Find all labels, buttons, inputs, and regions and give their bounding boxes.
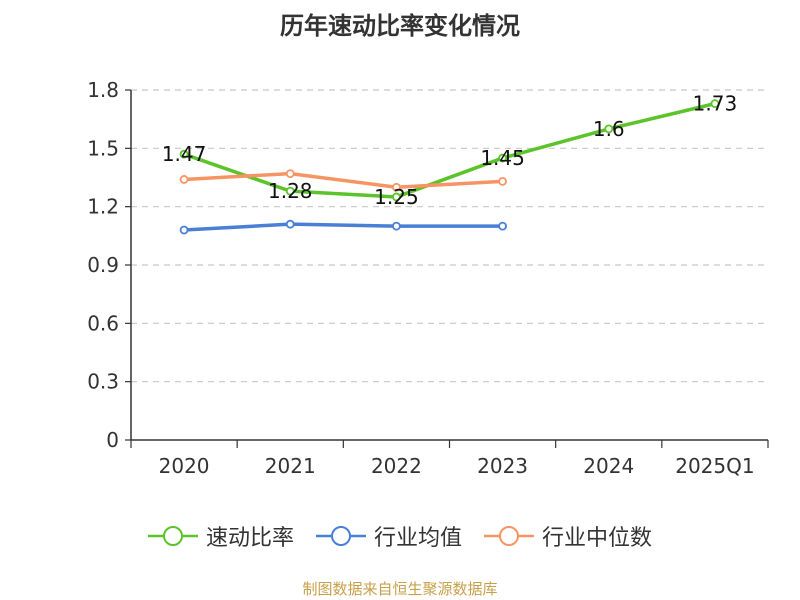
data-point xyxy=(179,225,189,235)
legend: 速动比率 行业均值 行业中位数 xyxy=(0,520,800,552)
data-label: 1.47 xyxy=(162,142,207,166)
data-labels: 1.47 1.28 1.25 1.45 1.6 1.73 xyxy=(162,92,737,209)
y-tick-label: 1.2 xyxy=(87,195,119,219)
data-label: 1.25 xyxy=(374,185,419,209)
data-point xyxy=(285,219,295,229)
legend-marker-icon xyxy=(484,526,534,546)
data-point xyxy=(285,186,295,196)
series-line xyxy=(183,222,503,232)
data-point xyxy=(392,221,401,231)
x-tick-label: 2022 xyxy=(371,454,422,478)
series-line xyxy=(183,171,503,189)
source-note: 制图数据来自恒生聚源数据库 xyxy=(302,580,498,598)
y-tick-label: 0 xyxy=(106,428,119,452)
data-point xyxy=(179,149,189,159)
chart-title: 历年速动比率变化情况 xyxy=(280,12,520,40)
x-tick-label: 2024 xyxy=(583,454,634,478)
x-tick-label: 2020 xyxy=(159,454,210,478)
data-label: 1.45 xyxy=(480,146,525,170)
data-point xyxy=(498,176,507,186)
grid-lines xyxy=(131,89,768,383)
legend-item[interactable]: 行业均值 xyxy=(315,520,462,552)
legend-label: 行业均值 xyxy=(373,526,462,551)
axes: 0 0.3 0.6 0.9 1.2 1.5 1.8 2020 2021 2022 2023 2024 2… xyxy=(87,78,769,478)
x-tick-label: 2025Q1 xyxy=(675,454,754,478)
legend-marker-icon xyxy=(147,526,198,546)
series-line xyxy=(183,101,716,199)
data-label: 1.6 xyxy=(593,117,625,141)
legend-label: 速动比率 xyxy=(205,526,294,551)
legend-marker-icon xyxy=(315,526,366,546)
data-point xyxy=(285,169,295,179)
y-tick-label: 0.3 xyxy=(87,370,119,394)
data-point xyxy=(710,99,720,109)
data-point xyxy=(498,153,507,163)
data-point xyxy=(392,182,401,192)
legend-item[interactable]: 速动比率 xyxy=(147,520,294,552)
y-tick-label: 0.6 xyxy=(87,311,119,335)
data-point xyxy=(498,221,507,231)
y-tick-label: 1.8 xyxy=(87,78,119,102)
data-point xyxy=(179,175,189,184)
data-point xyxy=(392,192,401,202)
y-tick-label: 0.9 xyxy=(87,253,119,277)
y-tick-label: 1.5 xyxy=(87,136,119,160)
x-tick-label: 2021 xyxy=(265,454,316,478)
data-label: 1.28 xyxy=(268,179,313,203)
x-tick-label: 2023 xyxy=(477,454,528,478)
data-point xyxy=(604,124,614,134)
legend-label: 行业中位数 xyxy=(542,526,653,551)
legend-item[interactable]: 行业中位数 xyxy=(484,520,652,552)
series-lines xyxy=(179,99,720,235)
data-label: 1.73 xyxy=(693,92,738,116)
